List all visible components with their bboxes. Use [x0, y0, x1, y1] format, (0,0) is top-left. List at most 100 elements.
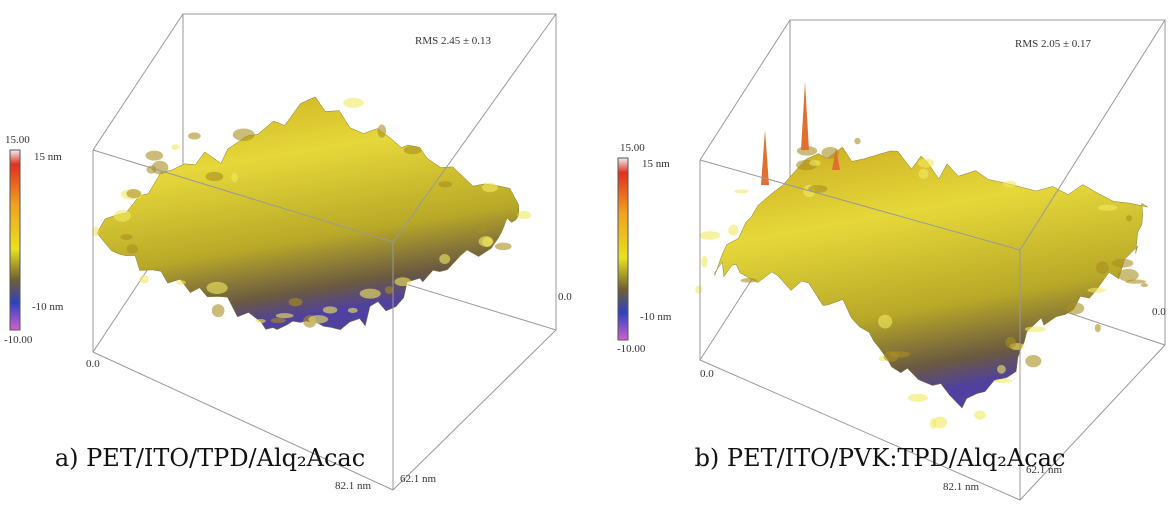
- surface-texture: [275, 313, 294, 319]
- surface-texture: [997, 364, 1006, 374]
- box-edge: [699, 19, 1166, 501]
- surface-texture: [93, 226, 100, 237]
- surface-texture: [1094, 324, 1101, 333]
- surface-texture: [347, 307, 358, 313]
- x-length-label: 82.1 nm: [335, 480, 372, 492]
- surface-texture: [1140, 283, 1148, 288]
- surface-texture: [438, 181, 453, 188]
- surface-texture: [695, 285, 703, 294]
- surface-texture: [929, 418, 937, 429]
- surface: [714, 146, 1148, 409]
- peak: [801, 82, 809, 150]
- surface-texture: [809, 160, 821, 166]
- surface-texture: [394, 277, 412, 287]
- surface-texture: [1125, 215, 1132, 222]
- surface-texture: [1111, 258, 1134, 268]
- surface-texture: [439, 253, 451, 265]
- surface-texture: [821, 146, 839, 159]
- peak: [832, 148, 840, 170]
- surface-texture: [359, 288, 381, 299]
- surface-texture: [734, 189, 749, 194]
- colorbar-bottom: -10 nm: [640, 311, 672, 323]
- surface-texture: [994, 378, 1013, 384]
- surface-texture: [728, 224, 739, 236]
- surface-texture: [482, 236, 493, 248]
- surface-texture: [701, 255, 708, 268]
- colorbar-min: -10.00: [4, 334, 33, 346]
- y-end-label: 0.0: [1152, 306, 1166, 318]
- surface-texture: [384, 286, 394, 295]
- surface-texture: [476, 226, 488, 234]
- surface-texture: [270, 317, 286, 324]
- surface: [96, 96, 520, 331]
- surface-texture: [113, 210, 131, 222]
- surface-texture: [188, 132, 201, 140]
- colorbar-min: -10.00: [617, 343, 646, 355]
- y-length-label: 62.1 nm: [400, 473, 437, 485]
- surface-texture: [740, 278, 758, 283]
- colorbar-max: 15.00: [5, 134, 30, 146]
- surface-texture: [698, 231, 721, 240]
- peak: [761, 130, 769, 185]
- origin-label: 0.0: [86, 358, 100, 370]
- surface-texture: [918, 168, 929, 179]
- surface-texture: [933, 416, 948, 429]
- caption: a) PET/ITO/TPD/Alq₂Acac: [55, 444, 365, 472]
- surface-texture: [888, 351, 911, 358]
- origin-label: 0.0: [700, 368, 714, 380]
- colorbar-top: 15 nm: [642, 158, 670, 170]
- surface-texture: [403, 145, 422, 155]
- colorbar-bottom: -10 nm: [32, 301, 64, 313]
- surface-texture: [126, 188, 141, 199]
- surface-texture: [1002, 180, 1017, 188]
- surface-texture: [854, 137, 861, 145]
- box-edge: [92, 13, 557, 491]
- surface-texture: [1096, 261, 1109, 275]
- colorbar-top: 15 nm: [34, 151, 62, 163]
- colorbar-max: 15.00: [620, 142, 645, 154]
- surface-texture: [211, 304, 225, 318]
- surface-texture: [175, 280, 186, 285]
- rms-label: RMS 2.45 ± 0.13: [415, 35, 492, 47]
- surface-texture: [120, 234, 133, 240]
- y-length-label: 62.1 nm: [1026, 464, 1063, 476]
- colorbar: [617, 157, 629, 341]
- surface-texture: [1025, 354, 1042, 368]
- caption: b) PET/ITO/PVK:TPD/Alq₂Acac: [695, 444, 1066, 472]
- colorbar: [9, 149, 21, 331]
- surface-texture: [1117, 268, 1139, 282]
- x-length-label: 82.1 nm: [943, 481, 980, 493]
- y-end-label: 0.0: [558, 291, 572, 303]
- afm-panel: RMS 2.05 ± 0.17 15.00 15 nm -10 nm -10.00 0.0…: [617, 19, 1166, 501]
- surface-texture: [171, 144, 180, 150]
- rms-label: RMS 2.05 ± 0.17: [1015, 38, 1092, 50]
- surface-texture: [482, 182, 498, 193]
- surface-texture: [308, 315, 329, 324]
- surface-texture: [145, 150, 164, 161]
- surface-texture: [288, 297, 303, 307]
- surface-texture: [231, 172, 238, 183]
- surface-texture: [907, 393, 929, 403]
- surface-texture: [343, 97, 364, 108]
- surface-texture: [151, 160, 169, 175]
- surface-texture: [878, 314, 893, 329]
- surface-texture: [322, 306, 338, 314]
- surface-texture: [494, 242, 512, 251]
- surface-texture: [232, 128, 255, 141]
- surface-texture: [517, 210, 532, 220]
- surface-texture: [1097, 204, 1118, 211]
- surface-texture: [1087, 287, 1106, 293]
- surface-texture: [139, 275, 149, 284]
- surface-texture: [205, 171, 224, 182]
- surface-texture: [255, 319, 266, 324]
- surface-texture: [1024, 326, 1046, 333]
- surface-texture: [377, 124, 387, 138]
- surface-texture: [1005, 337, 1017, 349]
- surface-texture: [1066, 302, 1085, 315]
- surface-texture: [206, 281, 228, 294]
- surface-texture: [974, 410, 986, 420]
- surface-texture: [126, 244, 138, 254]
- afm-panel: RMS 2.45 ± 0.13 15.00 15 nm -10 nm -10.00 0.0…: [4, 13, 572, 492]
- surface-texture: [808, 185, 828, 193]
